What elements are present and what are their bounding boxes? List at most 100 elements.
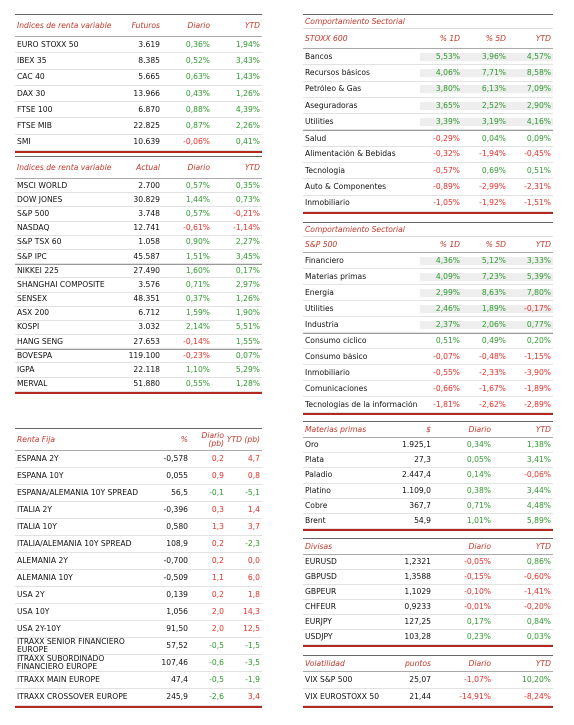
value-cell: 22.118 — [133, 366, 160, 375]
row-label: ASX 200 — [17, 309, 50, 318]
value-cell: 119.100 — [128, 352, 160, 361]
value-cell: 0,55% — [185, 380, 210, 389]
header-cell: Renta Fija — [17, 435, 56, 444]
value-cell: 0,63% — [185, 73, 210, 82]
value-cell: 2.447,4 — [402, 471, 431, 480]
value-cell: 1,2321 — [404, 558, 431, 566]
value-cell: 0,055 — [166, 472, 188, 480]
table-row: VIX S&P 500 25,07 -1,07% 10,20% — [303, 672, 553, 689]
value-cell: 7,80% — [508, 288, 553, 297]
row-label: Industria — [305, 320, 339, 329]
row-label: USA 2Y — [17, 591, 45, 599]
value-cell: 2,27% — [235, 238, 260, 247]
value-cell: 4,57% — [508, 52, 553, 61]
row-label: Tecnologías de la información — [305, 400, 418, 409]
value-cell: -1,14% — [233, 224, 260, 233]
row-label: VIX S&P 500 — [305, 676, 353, 684]
value-cell: 1,3588 — [404, 573, 431, 581]
value-cell: -1,05% — [433, 199, 460, 208]
value-cell: 3,80% — [420, 85, 462, 94]
table-row: NASDAQ 12.741 -0,61% -1,14% — [15, 222, 262, 236]
header-cell: Índices de renta variable — [17, 163, 112, 172]
value-cell: 2,14% — [185, 323, 210, 332]
value-cell: 0,57% — [185, 181, 210, 190]
value-cell: -0,57% — [433, 166, 460, 175]
value-cell: 0,38% — [466, 486, 491, 495]
header-cell: $ — [426, 425, 431, 434]
table-row: Petróleo & Gas 3,80% 6,13% 7,09% — [303, 82, 553, 98]
header-cell: % 5D — [485, 240, 506, 249]
value-cell: 3,4 — [247, 693, 260, 701]
value-cell: -0,32% — [433, 150, 460, 159]
table-row: Salud -0,29% 0,04% 0,09% — [303, 130, 553, 147]
table-row: ESPAÑA 10Y 0,055 0,9 0,8 — [15, 468, 262, 485]
header-cell: STOXX 600 — [305, 34, 348, 43]
value-cell: -0,06% — [183, 138, 210, 147]
value-cell: 1,1 — [211, 574, 224, 582]
table-row: HANG SENG 27.653 -0,14% 1,55% — [15, 335, 262, 350]
value-cell: 57,52 — [166, 642, 188, 650]
table-row: GBPEUR 1,1029 -0,10% -1,41% — [303, 585, 553, 600]
row-label: Utilities — [305, 304, 334, 313]
header-cell: YTD — [535, 425, 551, 434]
value-cell: 3.032 — [138, 323, 160, 332]
value-cell: 1,90% — [235, 309, 260, 318]
row-label: Inmobiliario — [305, 199, 350, 208]
value-cell: 4,09% — [420, 272, 462, 281]
table-row: Aseguradoras 3,65% 2,52% 2,90% — [303, 98, 553, 115]
value-cell: -1,92% — [479, 199, 506, 208]
row-label: ESPAÑA 10Y — [17, 472, 64, 480]
value-cell: -0,21% — [233, 209, 260, 218]
table-row: USA 10Y 1,056 2,0 14,3 — [15, 604, 262, 621]
header-cell: YTD — [244, 163, 260, 172]
table-row: Plata 27,3 0,05% 3,41% — [303, 453, 553, 469]
header-cell: Diario — [468, 425, 492, 434]
value-cell: 3,44% — [526, 486, 551, 495]
value-cell: 0,51% — [526, 166, 551, 175]
value-cell: 25,07 — [409, 676, 431, 684]
table-header: Volatilidad puntos Diario YTD — [303, 656, 553, 672]
value-cell: 1,44% — [185, 195, 210, 204]
value-cell: -1,07% — [464, 676, 491, 684]
value-cell: 0,69% — [481, 166, 506, 175]
value-cell: 1,28% — [235, 380, 260, 389]
value-cell: 0,04% — [481, 134, 506, 143]
value-cell: 7,09% — [508, 85, 553, 94]
header-cell: YTD — [244, 21, 260, 30]
value-cell: 0,73% — [235, 195, 260, 204]
value-cell: 5.665 — [138, 73, 160, 82]
row-label: CHFEUR — [305, 603, 337, 611]
table-header: STOXX 600 % 1D % 5D YTD — [303, 29, 553, 49]
value-cell: 2,99% — [420, 288, 462, 297]
value-cell: 0,52% — [185, 56, 210, 65]
table-row: ITALIA 10Y 0,580 1,3 3,7 — [15, 519, 262, 536]
header-cell: YTD (pb) — [226, 435, 260, 444]
value-cell: 10,20% — [522, 676, 551, 684]
data-table: Comportamiento Sectorial S&P 500 % 1D % 5D Y… — [303, 222, 553, 415]
row-label: Consumo cíclico — [305, 337, 367, 345]
row-label: DAX 30 — [17, 89, 46, 98]
value-cell: 0,20% — [526, 337, 551, 345]
row-label: ITRAXX SENIOR FINANCIERO EUROPE — [17, 638, 125, 654]
data-table: Índices de renta variable Futuros Diario YT… — [15, 14, 262, 154]
value-cell: -3,5 — [245, 659, 260, 667]
value-cell: 0,84% — [526, 618, 551, 626]
table-row: ITRAXX CROSSOVER EUROPE 245,9 -2,6 3,4 — [15, 689, 262, 706]
row-label: Paladio — [305, 471, 333, 480]
table-header: Materias primas $ Diario YTD — [303, 422, 553, 438]
value-cell: 3,39% — [420, 117, 462, 126]
table-row: MERVAL 51.880 0,55% 1,28% — [15, 378, 262, 392]
value-cell: 30.829 — [133, 195, 160, 204]
table-header: Divisas Diario YTD — [303, 539, 553, 555]
value-cell: -1,41% — [524, 588, 551, 596]
header-cell: puntos — [404, 659, 431, 668]
value-cell: 4,06% — [420, 68, 462, 77]
row-label: EURO STOXX 50 — [17, 40, 79, 49]
value-cell: 4,48% — [526, 501, 551, 510]
value-cell: 6.870 — [138, 105, 160, 114]
value-cell: 47,4 — [171, 676, 188, 684]
row-label: MSCI WORLD — [17, 181, 68, 190]
value-cell: -0,23% — [183, 352, 210, 361]
row-label: Petróleo & Gas — [305, 85, 362, 94]
row-label: KOSPI — [17, 323, 40, 332]
